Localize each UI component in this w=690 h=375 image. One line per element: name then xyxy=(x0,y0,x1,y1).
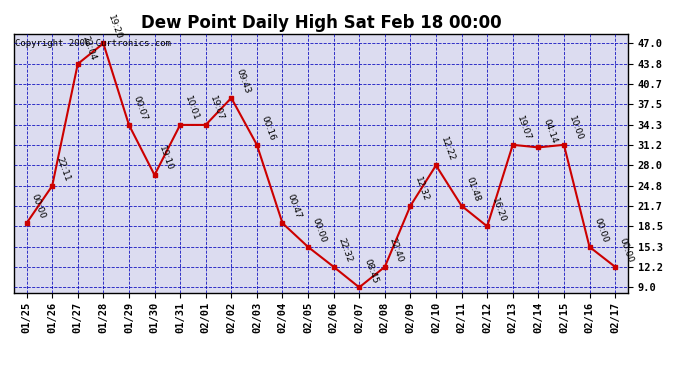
Text: 00:16: 00:16 xyxy=(259,115,277,142)
Text: 22:40: 22:40 xyxy=(388,237,405,264)
Text: 10:00: 10:00 xyxy=(566,115,584,142)
Text: 19:07: 19:07 xyxy=(208,95,226,122)
Text: 12:32: 12:32 xyxy=(413,176,431,203)
Text: 00:00: 00:00 xyxy=(30,193,47,220)
Text: 19:07: 19:07 xyxy=(515,115,533,142)
Text: 00:07: 00:07 xyxy=(132,95,149,122)
Text: 01:48: 01:48 xyxy=(464,176,482,203)
Text: 09:43: 09:43 xyxy=(234,68,251,95)
Text: 10:01: 10:01 xyxy=(183,95,200,122)
Text: Copyright 2006 Curtronics.com: Copyright 2006 Curtronics.com xyxy=(15,39,171,48)
Text: 08:45: 08:45 xyxy=(362,257,380,285)
Text: 00:47: 00:47 xyxy=(285,193,302,220)
Text: 22:32: 22:32 xyxy=(337,237,353,264)
Text: 04:14: 04:14 xyxy=(541,117,558,145)
Text: 00:00: 00:00 xyxy=(592,217,609,244)
Text: 19:20: 19:20 xyxy=(106,13,124,40)
Text: 22:11: 22:11 xyxy=(55,156,72,183)
Text: 00:00: 00:00 xyxy=(310,217,328,244)
Text: 00:00: 00:00 xyxy=(618,237,635,264)
Text: 12:22: 12:22 xyxy=(439,135,456,163)
Text: 19:10: 19:10 xyxy=(157,145,175,172)
Title: Dew Point Daily High Sat Feb 18 00:00: Dew Point Daily High Sat Feb 18 00:00 xyxy=(141,14,501,32)
Text: 22:04: 22:04 xyxy=(81,34,98,61)
Text: 16:20: 16:20 xyxy=(490,196,507,223)
